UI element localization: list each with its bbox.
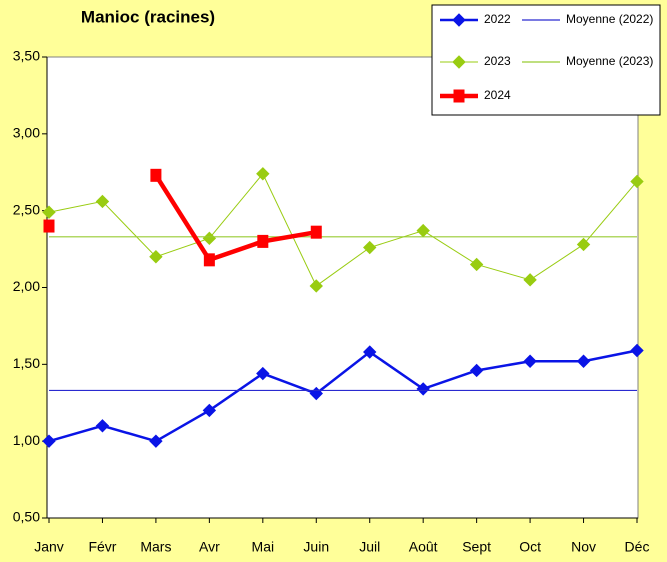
data-point — [256, 167, 270, 181]
x-tick-label: Juil — [359, 539, 380, 555]
data-point — [523, 273, 537, 287]
y-tick-label: 2,50 — [13, 201, 40, 217]
legend-label: Moyenne (2023) — [566, 54, 653, 68]
data-point — [95, 194, 110, 209]
data-point — [309, 279, 323, 293]
chart-title: Manioc (racines) — [81, 7, 215, 26]
data-point — [469, 363, 484, 378]
data-point — [42, 434, 56, 448]
y-tick-label: 3,50 — [13, 48, 40, 64]
x-tick-label: Oct — [519, 539, 541, 555]
data-point — [416, 382, 430, 396]
series-line — [48, 349, 638, 443]
data-point — [523, 354, 537, 368]
data-point — [630, 174, 644, 189]
data-point — [43, 219, 55, 233]
data-point — [363, 240, 377, 255]
series-line — [154, 174, 317, 263]
x-tick-label: Sept — [462, 539, 491, 555]
y-tick-label: 1,00 — [13, 432, 40, 448]
x-tick-label: Janv — [34, 539, 64, 555]
series-line — [48, 172, 638, 287]
x-tick-label: Août — [409, 539, 438, 555]
data-point — [149, 434, 163, 448]
data-point — [630, 343, 644, 358]
legend-label: 2023 — [484, 54, 511, 68]
data-point — [257, 234, 269, 248]
data-point — [363, 345, 377, 359]
legend-label: 2024 — [484, 88, 511, 102]
x-tick-label: Juin — [303, 539, 329, 555]
x-tick-label: Mars — [140, 539, 171, 555]
data-point — [576, 237, 591, 252]
y-tick-label: 3,00 — [13, 125, 40, 141]
data-point — [469, 257, 484, 272]
legend-label: 2022 — [484, 12, 511, 26]
y-tick-label: 0,50 — [13, 509, 40, 525]
data-point — [95, 419, 110, 433]
data-point — [310, 225, 322, 239]
data-point — [256, 366, 270, 381]
x-tick-label: Avr — [199, 539, 220, 555]
y-tick-label: 1,50 — [13, 355, 40, 371]
legend-marker — [453, 89, 465, 103]
data-point — [150, 168, 162, 182]
legend-marker — [452, 55, 466, 69]
x-tick-label: Mai — [252, 539, 275, 555]
x-tick-label: Déc — [625, 539, 650, 555]
data-point — [42, 205, 56, 219]
legend-label: Moyenne (2022) — [566, 12, 653, 26]
plot-area — [46, 56, 639, 519]
data-point — [203, 253, 215, 267]
x-tick-label: Févr — [88, 539, 116, 555]
data-point — [149, 250, 163, 264]
data-point — [576, 354, 591, 368]
y-tick-label: 2,00 — [13, 278, 40, 294]
data-point — [202, 403, 217, 418]
legend-marker — [452, 13, 466, 27]
x-tick-label: Nov — [571, 539, 596, 555]
